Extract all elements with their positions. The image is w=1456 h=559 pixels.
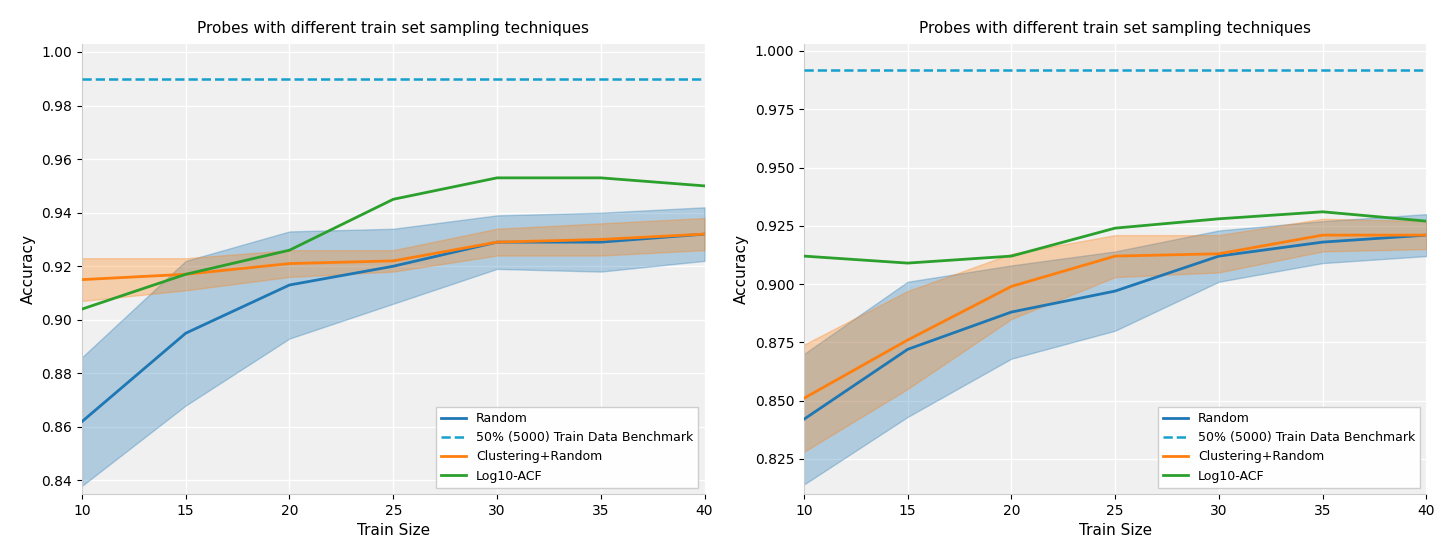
Clustering+Random <box>795 395 812 402</box>
X-axis label: Train Size: Train Size <box>1079 523 1152 538</box>
Log10-ACF <box>1313 209 1331 215</box>
Title: Probes with different train set sampling techniques: Probes with different train set sampling… <box>919 21 1312 36</box>
Line: Random: Random <box>804 235 1427 419</box>
Log10-ACF <box>795 253 812 259</box>
Random <box>1210 253 1227 259</box>
Log10-ACF <box>593 174 610 181</box>
Clustering+Random <box>696 231 713 238</box>
Random <box>795 416 812 423</box>
Clustering+Random <box>488 239 505 245</box>
Clustering+Random <box>178 271 195 278</box>
Random <box>73 418 90 425</box>
Log10-ACF <box>178 271 195 278</box>
Clustering+Random <box>281 260 298 267</box>
Clustering+Random <box>898 337 916 343</box>
Clustering+Random <box>73 276 90 283</box>
Log10-ACF <box>696 183 713 190</box>
Clustering+Random <box>1003 283 1021 290</box>
Y-axis label: Accuracy: Accuracy <box>20 234 36 304</box>
Legend: Random, 50% (5000) Train Data Benchmark, Clustering+Random, Log10-ACF: Random, 50% (5000) Train Data Benchmark,… <box>1158 407 1420 487</box>
Clustering+Random <box>384 258 402 264</box>
Log10-ACF <box>1003 253 1021 259</box>
Y-axis label: Accuracy: Accuracy <box>734 234 748 304</box>
Random <box>1313 239 1331 245</box>
Random <box>281 282 298 288</box>
Clustering+Random <box>1313 232 1331 239</box>
Random <box>898 346 916 353</box>
50% (5000) Train Data Benchmark <box>609 66 626 73</box>
Clustering+Random <box>1210 250 1227 257</box>
Clustering+Random <box>1418 232 1436 239</box>
Title: Probes with different train set sampling techniques: Probes with different train set sampling… <box>197 21 590 36</box>
Random <box>384 263 402 269</box>
50% (5000) Train Data Benchmark <box>588 66 606 73</box>
Log10-ACF <box>898 260 916 267</box>
Random <box>593 239 610 245</box>
Log10-ACF <box>384 196 402 202</box>
Log10-ACF <box>281 247 298 254</box>
X-axis label: Train Size: Train Size <box>357 523 430 538</box>
Legend: Random, 50% (5000) Train Data Benchmark, Clustering+Random, Log10-ACF: Random, 50% (5000) Train Data Benchmark,… <box>435 407 699 487</box>
Random <box>488 239 505 245</box>
Log10-ACF <box>1418 218 1436 225</box>
Line: Clustering+Random: Clustering+Random <box>82 234 705 280</box>
Clustering+Random <box>1107 253 1124 259</box>
Line: Clustering+Random: Clustering+Random <box>804 235 1427 399</box>
Line: Random: Random <box>82 234 705 421</box>
Random <box>1003 309 1021 315</box>
Line: Log10-ACF: Log10-ACF <box>82 178 705 309</box>
Log10-ACF <box>1210 215 1227 222</box>
Line: Log10-ACF: Log10-ACF <box>804 212 1427 263</box>
Random <box>1418 232 1436 239</box>
Log10-ACF <box>1107 225 1124 231</box>
Random <box>178 330 195 337</box>
Random <box>1107 288 1124 295</box>
Log10-ACF <box>488 174 505 181</box>
Clustering+Random <box>593 236 610 243</box>
Log10-ACF <box>73 306 90 312</box>
Random <box>696 231 713 238</box>
